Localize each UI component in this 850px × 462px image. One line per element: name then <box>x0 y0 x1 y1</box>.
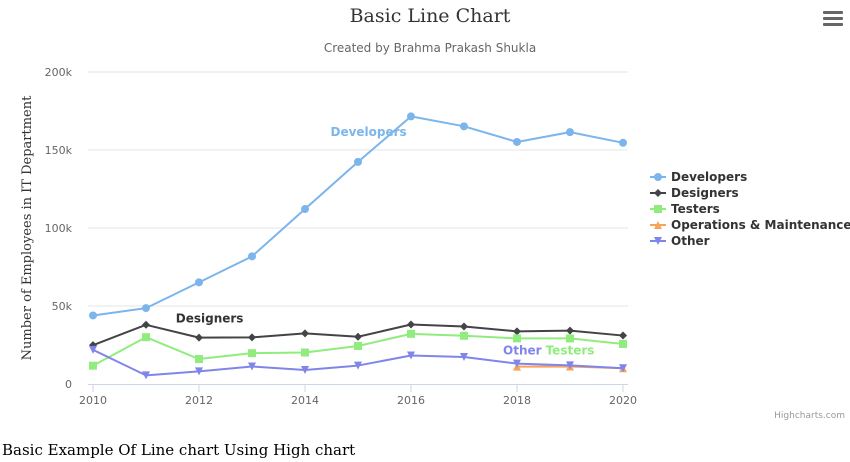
data-point[interactable] <box>566 128 574 137</box>
y-tick-label: 150k <box>45 144 73 157</box>
legend-marker <box>654 237 662 245</box>
x-tick-label: 2016 <box>397 394 425 407</box>
data-point[interactable] <box>513 359 521 368</box>
chart-container: Basic Line Chart Created by Brahma Praka… <box>20 5 850 421</box>
data-point[interactable] <box>248 349 256 358</box>
data-point[interactable] <box>301 348 309 357</box>
line-chart: Basic Line Chart Created by Brahma Praka… <box>20 5 850 421</box>
data-point[interactable] <box>195 355 203 364</box>
data-point[interactable] <box>142 320 150 329</box>
data-point[interactable] <box>354 157 362 166</box>
series-labels-layer: Developers Designers Testers Other <box>176 125 595 357</box>
data-point[interactable] <box>619 364 627 373</box>
data-point[interactable] <box>142 371 150 380</box>
data-point[interactable] <box>142 333 150 342</box>
series-label: Testers <box>546 343 595 357</box>
data-point[interactable] <box>248 362 256 371</box>
data-point[interactable] <box>460 322 468 331</box>
legend-item[interactable]: Other <box>650 234 710 248</box>
data-point[interactable] <box>195 367 203 376</box>
y-tick-label: 0 <box>65 378 72 391</box>
data-point[interactable] <box>195 278 203 287</box>
x-tick-label: 2010 <box>79 394 107 407</box>
menu-bar-top <box>823 11 843 14</box>
menu-bar-bottom <box>823 23 843 26</box>
data-point[interactable] <box>407 320 415 329</box>
series-label: Designers <box>176 311 244 325</box>
series-testers[interactable] <box>89 329 627 370</box>
data-point[interactable] <box>354 361 362 370</box>
data-point[interactable] <box>619 339 627 348</box>
x-tick-label: 2018 <box>503 394 531 407</box>
legend-label: Testers <box>671 202 720 216</box>
series-layer <box>89 112 627 380</box>
legend-marker <box>654 189 662 197</box>
legend-label: Other <box>671 234 710 248</box>
y-axis-label: Number of Employees in IT Department <box>20 95 35 360</box>
menu-bar-middle <box>823 17 843 20</box>
data-point[interactable] <box>301 205 309 214</box>
data-point[interactable] <box>566 326 574 335</box>
hamburger-menu-icon[interactable] <box>822 9 844 29</box>
data-point[interactable] <box>619 138 627 147</box>
data-point[interactable] <box>407 112 415 121</box>
data-point[interactable] <box>513 327 521 336</box>
legend-label: Designers <box>671 186 739 200</box>
legend-label: Developers <box>671 170 747 184</box>
data-point[interactable] <box>566 361 574 370</box>
data-point[interactable] <box>89 311 97 320</box>
legend: Developers Designers Testers Operations & M… <box>650 170 850 248</box>
data-point[interactable] <box>301 365 309 374</box>
data-point[interactable] <box>195 333 203 342</box>
data-point[interactable] <box>460 122 468 131</box>
data-point[interactable] <box>460 331 468 340</box>
data-point[interactable] <box>407 329 415 338</box>
data-point[interactable] <box>566 334 574 343</box>
data-point[interactable] <box>142 304 150 313</box>
legend-item[interactable]: Developers <box>650 170 747 184</box>
chart-subtitle: Created by Brahma Prakash Shukla <box>324 41 536 55</box>
chart-title: Basic Line Chart <box>350 5 511 27</box>
legend-marker <box>654 173 662 181</box>
data-point[interactable] <box>513 137 521 146</box>
series-label: Developers <box>330 125 406 139</box>
data-point[interactable] <box>89 361 97 370</box>
series-other[interactable] <box>89 345 627 380</box>
legend-item[interactable]: Operations & Maintenance <box>650 218 850 232</box>
series-line <box>92 115 624 317</box>
legend-item[interactable]: Designers <box>650 186 739 200</box>
series-developers[interactable] <box>89 112 627 320</box>
credits-link[interactable]: Highcharts.com <box>774 411 845 421</box>
data-point[interactable] <box>301 329 309 338</box>
data-point[interactable] <box>619 331 627 340</box>
x-tick-label: 2014 <box>291 394 319 407</box>
y-tick-label: 50k <box>52 300 73 313</box>
x-tick-label: 2020 <box>609 394 637 407</box>
x-tick-label: 2012 <box>185 394 213 407</box>
legend-label: Operations & Maintenance <box>671 218 850 232</box>
series-label: Other <box>503 343 542 357</box>
y-tick-label: 200k <box>45 66 73 79</box>
data-point[interactable] <box>460 353 468 362</box>
data-point[interactable] <box>407 351 415 360</box>
legend-marker <box>654 221 662 229</box>
data-point[interactable] <box>354 341 362 350</box>
page-caption: Basic Example Of Line chart Using High c… <box>2 441 356 459</box>
data-point[interactable] <box>248 252 256 261</box>
data-point[interactable] <box>354 332 362 341</box>
legend-item[interactable]: Testers <box>650 202 720 216</box>
data-point[interactable] <box>513 334 521 343</box>
data-point[interactable] <box>248 333 256 342</box>
legend-marker <box>654 205 662 213</box>
y-tick-label: 100k <box>45 222 73 235</box>
grid-layer <box>88 71 628 307</box>
data-point[interactable] <box>89 345 97 354</box>
axis-layer: 0 50k 100k 150k 200k 2010 2012 2014 2016 2018 2020 <box>45 66 637 407</box>
